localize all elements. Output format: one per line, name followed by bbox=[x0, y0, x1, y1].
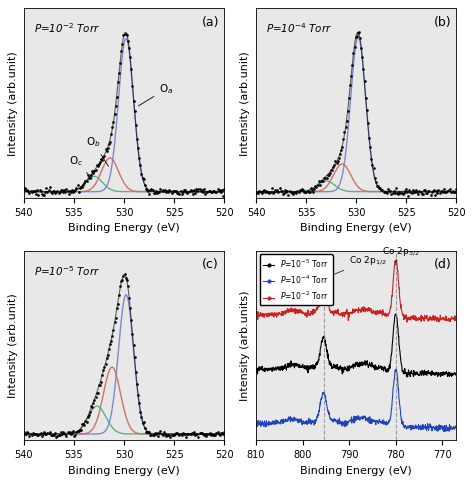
Text: Co 2p$_{3/2}$: Co 2p$_{3/2}$ bbox=[382, 245, 419, 263]
Text: (b): (b) bbox=[434, 16, 451, 29]
X-axis label: Binding Energy (eV): Binding Energy (eV) bbox=[68, 223, 180, 233]
Text: P=10$^{-2}$ Torr: P=10$^{-2}$ Torr bbox=[34, 22, 100, 35]
Text: O$_b$: O$_b$ bbox=[86, 136, 109, 166]
Y-axis label: Intensity (arb.unit): Intensity (arb.unit) bbox=[9, 51, 18, 155]
Y-axis label: Intensity (arb.unit): Intensity (arb.unit) bbox=[9, 293, 18, 398]
Text: (d): (d) bbox=[433, 258, 451, 271]
Text: (a): (a) bbox=[201, 16, 219, 29]
Y-axis label: Intensity (arb.unit): Intensity (arb.unit) bbox=[240, 51, 250, 155]
Text: O$_c$: O$_c$ bbox=[69, 154, 92, 179]
Legend: $P$=10$^{-5}$ Torr, $P$=10$^{-4}$ Torr, $P$=10$^{-2}$ Torr: $P$=10$^{-5}$ Torr, $P$=10$^{-4}$ Torr, … bbox=[260, 255, 333, 305]
Y-axis label: Intensity (arb.units): Intensity (arb.units) bbox=[240, 290, 250, 401]
X-axis label: Binding Energy (eV): Binding Energy (eV) bbox=[68, 466, 180, 476]
Text: O$_a$: O$_a$ bbox=[138, 82, 173, 106]
Text: P=10$^{-4}$ Torr: P=10$^{-4}$ Torr bbox=[266, 22, 332, 35]
Text: (c): (c) bbox=[202, 258, 219, 271]
X-axis label: Binding Energy (eV): Binding Energy (eV) bbox=[301, 223, 412, 233]
Text: Co 2p$_{1/2}$: Co 2p$_{1/2}$ bbox=[326, 254, 387, 278]
Text: P=10$^{-5}$ Torr: P=10$^{-5}$ Torr bbox=[34, 264, 100, 278]
X-axis label: Binding Energy (eV): Binding Energy (eV) bbox=[301, 466, 412, 476]
